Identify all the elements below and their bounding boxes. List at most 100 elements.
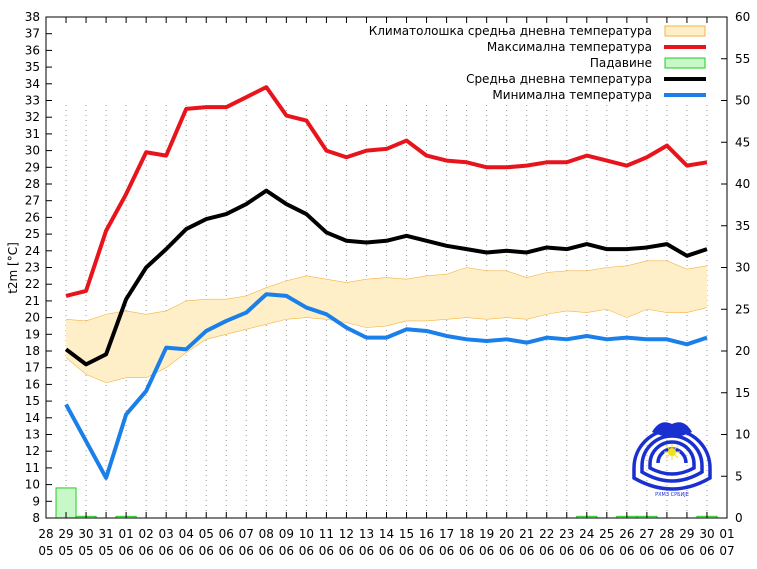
x-tick-label-day: 07: [239, 527, 254, 541]
x-tick-label-month: 06: [159, 544, 174, 558]
y2-tick-label: 0: [735, 511, 743, 525]
series-line-3: [64, 188, 708, 367]
x-tick-label-month: 06: [399, 544, 414, 558]
y-tick-label: 32: [25, 110, 40, 124]
series-line-1: [65, 85, 708, 298]
series-line-4: [64, 292, 708, 480]
y-tick-label: 13: [25, 428, 40, 442]
x-tick-label-month: 06: [679, 544, 694, 558]
x-tick-label-day: 13: [359, 527, 374, 541]
x-tick-label-month: 07: [719, 544, 734, 558]
x-tick-label-day: 29: [679, 527, 694, 541]
x-tick-label-day: 11: [319, 527, 334, 541]
x-tick-label-month: 06: [259, 544, 274, 558]
y-tick-label: 20: [25, 311, 40, 325]
x-tick-label-day: 12: [339, 527, 354, 541]
x-tick-label-month: 06: [619, 544, 634, 558]
x-tick-label-day: 24: [579, 527, 594, 541]
x-tick-label-month: 06: [539, 544, 554, 558]
x-tick-label-month: 06: [239, 544, 254, 558]
y-tick-label: 22: [25, 277, 40, 291]
x-tick-label-month: 06: [519, 544, 534, 558]
x-tick-label-month: 06: [299, 544, 314, 558]
x-tick-label-day: 22: [539, 527, 554, 541]
x-tick-label-month: 05: [58, 544, 73, 558]
legend: Климатолошка средња дневна температура Ма…: [369, 24, 706, 102]
x-axis: 28 05 29 05 30 05 31 05 01 06 02 06 03 06 04 06 05 06 06 06…: [38, 17, 735, 558]
x-tick-label-month: 06: [219, 544, 234, 558]
x-tick-label-month: 06: [459, 544, 474, 558]
y2-tick-label: 45: [735, 135, 750, 149]
x-tick-label-month: 06: [179, 544, 194, 558]
y2-tick-label: 5: [735, 469, 743, 483]
x-tick-label-day: 28: [659, 527, 674, 541]
y2-tick-label: 10: [735, 428, 750, 442]
y-tick-label: 11: [25, 461, 40, 475]
x-tick-label-day: 08: [259, 527, 274, 541]
x-tick-label-month: 06: [699, 544, 714, 558]
x-tick-label-month: 06: [379, 544, 394, 558]
x-tick-label-month: 06: [579, 544, 594, 558]
y2-tick-label: 30: [735, 261, 750, 275]
x-tick-label-month: 06: [439, 544, 454, 558]
y-tick-label: 23: [25, 261, 40, 275]
x-tick-label-month: 06: [319, 544, 334, 558]
x-tick-label-month: 06: [279, 544, 294, 558]
y2-tick-label: 15: [735, 386, 750, 400]
x-tick-label-day: 19: [479, 527, 494, 541]
y-tick-label: 26: [25, 210, 40, 224]
y-tick-label: 35: [25, 60, 40, 74]
y-tick-label: 18: [25, 344, 40, 358]
y2-tick-label: 55: [735, 52, 750, 66]
y-tick-label: 34: [25, 77, 40, 91]
y-tick-label: 27: [25, 194, 40, 208]
x-tick-label-month: 06: [118, 544, 133, 558]
legend-label: Падавине: [590, 56, 652, 70]
x-tick-label-month: 06: [499, 544, 514, 558]
y-tick-label: 19: [25, 327, 40, 341]
y-tick-label: 17: [25, 361, 40, 375]
x-tick-label-day: 17: [439, 527, 454, 541]
series-lines: [64, 85, 708, 480]
x-tick-label-day: 21: [519, 527, 534, 541]
y2-tick-label: 50: [735, 94, 750, 108]
x-tick-label-day: 03: [159, 527, 174, 541]
climatology-upper-edge: [66, 260, 708, 322]
x-tick-label-day: 23: [559, 527, 574, 541]
y-axis-label: t2m [°C]: [6, 242, 20, 294]
x-tick-label-day: 14: [379, 527, 394, 541]
x-tick-label-month: 06: [139, 544, 154, 558]
legend-label: Максимална температура: [487, 40, 652, 54]
x-tick-label-month: 05: [98, 544, 113, 558]
x-tick-label-day: 06: [219, 527, 234, 541]
y-axis: 8 9 10 11 12 13 14 15 16 17 18 19 20 21 22 23 24 25 26 27 28…: [25, 10, 52, 525]
x-tick-label-month: 06: [359, 544, 374, 558]
x-tick-label-month: 06: [559, 544, 574, 558]
x-tick-label-day: 10: [299, 527, 314, 541]
y-tick-label: 24: [25, 244, 40, 258]
x-tick-label-day: 25: [599, 527, 614, 541]
y-tick-label: 28: [25, 177, 40, 191]
x-tick-label-month: 05: [38, 544, 53, 558]
y2-tick-label: 20: [735, 344, 750, 358]
legend-label: Климатолошка средња дневна температура: [369, 24, 652, 38]
y-tick-label: 9: [32, 494, 40, 508]
y-tick-label: 30: [25, 144, 40, 158]
y-tick-label: 36: [25, 43, 40, 57]
x-tick-label-day: 30: [699, 527, 714, 541]
x-tick-label-month: 06: [479, 544, 494, 558]
y-tick-label: 37: [25, 27, 40, 41]
x-tick-label-day: 15: [399, 527, 414, 541]
y-tick-label: 15: [25, 394, 40, 408]
x-tick-label-day: 29: [58, 527, 73, 541]
y2-tick-label: 35: [735, 219, 750, 233]
x-tick-label-month: 06: [639, 544, 654, 558]
y-tick-label: 21: [25, 294, 40, 308]
y-tick-label: 10: [25, 478, 40, 492]
x-tick-label-day: 09: [279, 527, 294, 541]
y2-axis: 0 5 10 15 20 25 30 35 40 45 50 55 60: [721, 10, 750, 525]
x-tick-label-month: 06: [199, 544, 214, 558]
y-tick-label: 25: [25, 227, 40, 241]
x-tick-label-day: 30: [78, 527, 93, 541]
x-tick-label-day: 28: [38, 527, 53, 541]
